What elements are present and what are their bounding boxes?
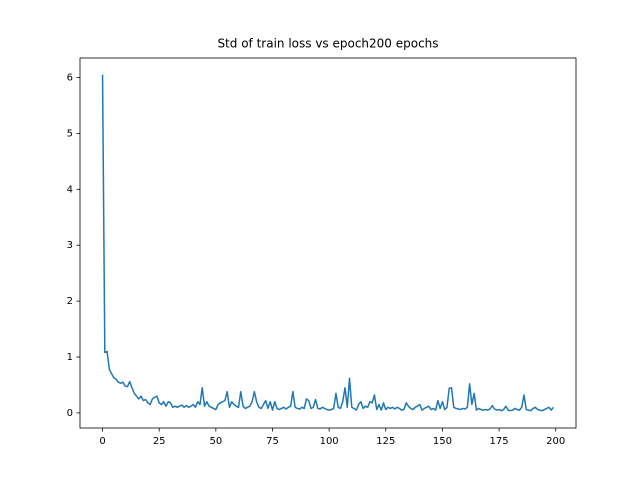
x-tick-label: 0 <box>99 436 105 447</box>
x-tick-label: 100 <box>320 436 339 447</box>
y-tick-label: 3 <box>67 240 73 251</box>
y-tick-label: 5 <box>67 128 73 139</box>
x-tick-label: 150 <box>433 436 452 447</box>
x-tick-label: 125 <box>376 436 395 447</box>
x-tick-label: 75 <box>266 436 279 447</box>
y-tick-label: 2 <box>67 296 73 307</box>
x-tick-label: 25 <box>153 436 166 447</box>
line <box>101 74 555 412</box>
y-tick-label: 1 <box>67 352 73 363</box>
y-tick-label: 4 <box>67 184 73 195</box>
x-tick-label: 200 <box>546 436 565 447</box>
plot-frame <box>79 57 577 429</box>
y-tick-label: 6 <box>67 73 73 84</box>
x-tick-label: 175 <box>490 436 509 447</box>
y-tick-label: 0 <box>67 408 73 419</box>
chart-title: Std of train loss vs epoch200 epochs <box>217 37 438 51</box>
x-tick-label: 50 <box>209 436 222 447</box>
